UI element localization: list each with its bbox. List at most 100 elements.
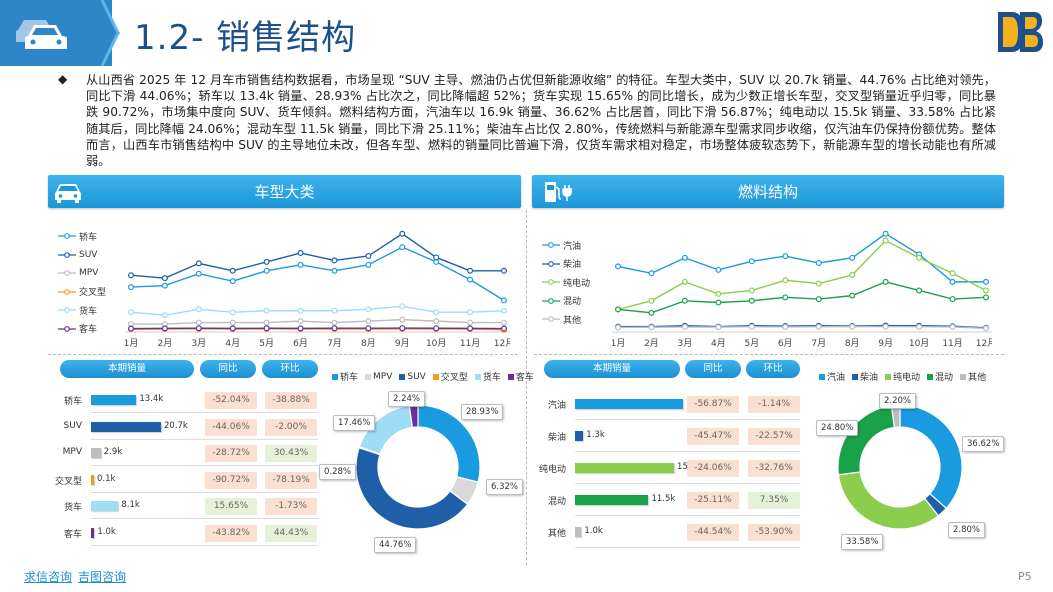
table-bar	[91, 527, 95, 538]
x-tick-label: 6月	[778, 338, 793, 349]
series-line-fuel-3	[617, 281, 987, 314]
legend-swatch	[927, 373, 934, 380]
legend-label: 纯电动	[893, 373, 921, 383]
yoy-cell: -45.47%	[687, 428, 739, 445]
bar-value: 1.0k	[584, 526, 603, 536]
x-tick-label: 2月	[644, 338, 659, 349]
legend-swatch	[432, 373, 439, 380]
donut-data-label: 2.80%	[948, 522, 986, 538]
data-point	[748, 297, 755, 304]
data-point	[433, 318, 440, 325]
pie-legend-item: 客车	[507, 370, 534, 383]
data-point	[815, 259, 822, 266]
legend-label: 其他	[563, 315, 582, 326]
summary-bullet: ◆	[58, 72, 68, 86]
series-line-fuel-0	[617, 232, 986, 283]
footer-link-qiuxin[interactable]: 求信咨询	[24, 570, 73, 584]
horizontal-divider-right	[534, 354, 1004, 355]
data-point	[715, 324, 722, 331]
vertical-divider	[526, 210, 527, 565]
legend-label: 汽油	[563, 241, 582, 252]
data-point	[331, 307, 338, 314]
data-point	[195, 306, 202, 313]
data-point	[399, 316, 406, 323]
data-point	[782, 277, 789, 284]
data-point	[882, 237, 889, 244]
data-point	[467, 267, 474, 274]
line-legend-fuel: 汽油 柴油 纯电动 混动 其他	[542, 236, 590, 329]
table-bar	[575, 399, 683, 409]
row-label: 交叉型	[54, 476, 82, 487]
data-point	[681, 297, 688, 304]
data-point	[748, 287, 755, 294]
data-point	[782, 323, 789, 330]
footer-link-jitu[interactable]: 吉图咨询	[78, 570, 127, 584]
legend-item: 轿车	[58, 227, 106, 246]
pie-legend-item: MPV	[365, 370, 392, 383]
data-point	[983, 294, 990, 301]
donut-slice	[837, 471, 940, 530]
data-point	[614, 306, 622, 313]
mom-cell: 44.43%	[265, 524, 317, 542]
bar-value: 11.5k	[651, 494, 676, 504]
x-tick-label: 12月	[494, 338, 510, 349]
table-bar	[91, 421, 161, 432]
donut-slice	[355, 447, 469, 530]
data-point	[681, 323, 688, 330]
x-tick-label: 1月	[125, 338, 138, 349]
yoy-cell: -44.06%	[205, 418, 257, 436]
table-header-yoy-fuel: 同比	[685, 360, 741, 378]
legend-marker	[542, 297, 560, 304]
data-point	[127, 284, 135, 291]
table-header-current-fuel: 本期销量	[544, 360, 680, 378]
data-point	[127, 272, 135, 279]
footer-links: 求信咨询 吉图咨询	[24, 568, 132, 585]
data-point	[748, 323, 755, 330]
legend-marker	[58, 233, 76, 240]
pie-legend-item: 汽油	[819, 370, 845, 383]
legend-label: 交叉型	[440, 373, 468, 383]
data-point	[949, 296, 956, 303]
data-point	[983, 278, 990, 285]
data-point	[949, 270, 956, 277]
legend-item: 货车	[58, 301, 106, 320]
legend-marker	[58, 270, 76, 277]
data-point	[399, 325, 406, 332]
data-point	[882, 230, 889, 237]
x-tick-label: 7月	[811, 338, 826, 349]
table-header-yoy-vehicle: 同比	[200, 360, 256, 378]
mom-cell: -1.14%	[748, 396, 800, 413]
x-tick-label: 10月	[426, 338, 446, 349]
series-line-vehicle-4	[130, 305, 505, 316]
data-point	[263, 267, 270, 274]
data-point	[715, 266, 722, 273]
series-line-fuel-2	[617, 239, 987, 311]
mom-cell: -38.88%	[265, 392, 317, 409]
data-point	[815, 323, 822, 330]
page-number: P5	[1018, 570, 1032, 583]
yoy-cell: -52.04%	[205, 392, 257, 409]
row-separator	[575, 515, 800, 516]
section-title-vehicle: 车型大类	[254, 183, 315, 201]
row-separator	[91, 491, 318, 493]
legend-marker	[58, 307, 76, 314]
mom-cell: 7.35%	[748, 492, 800, 509]
x-tick-label: 10月	[909, 338, 929, 349]
legend-swatch	[885, 373, 892, 380]
row-label: 汽油	[547, 401, 566, 411]
legend-swatch	[365, 373, 372, 380]
x-tick-label: 4月	[711, 338, 726, 349]
yoy-cell: -43.82%	[205, 524, 257, 542]
data-point	[501, 319, 508, 326]
data-point	[365, 261, 372, 268]
table-header-mom-vehicle: 环比	[262, 360, 318, 378]
data-point	[681, 254, 688, 261]
row-separator	[575, 547, 800, 548]
series-line-vehicle-0	[130, 246, 505, 301]
legend-marker	[58, 325, 76, 332]
bar-value: 13.4k	[139, 394, 164, 404]
donut-data-label: 24.80%	[816, 420, 859, 436]
data-point	[195, 319, 202, 326]
table-bar	[575, 431, 584, 441]
data-point	[229, 319, 236, 326]
